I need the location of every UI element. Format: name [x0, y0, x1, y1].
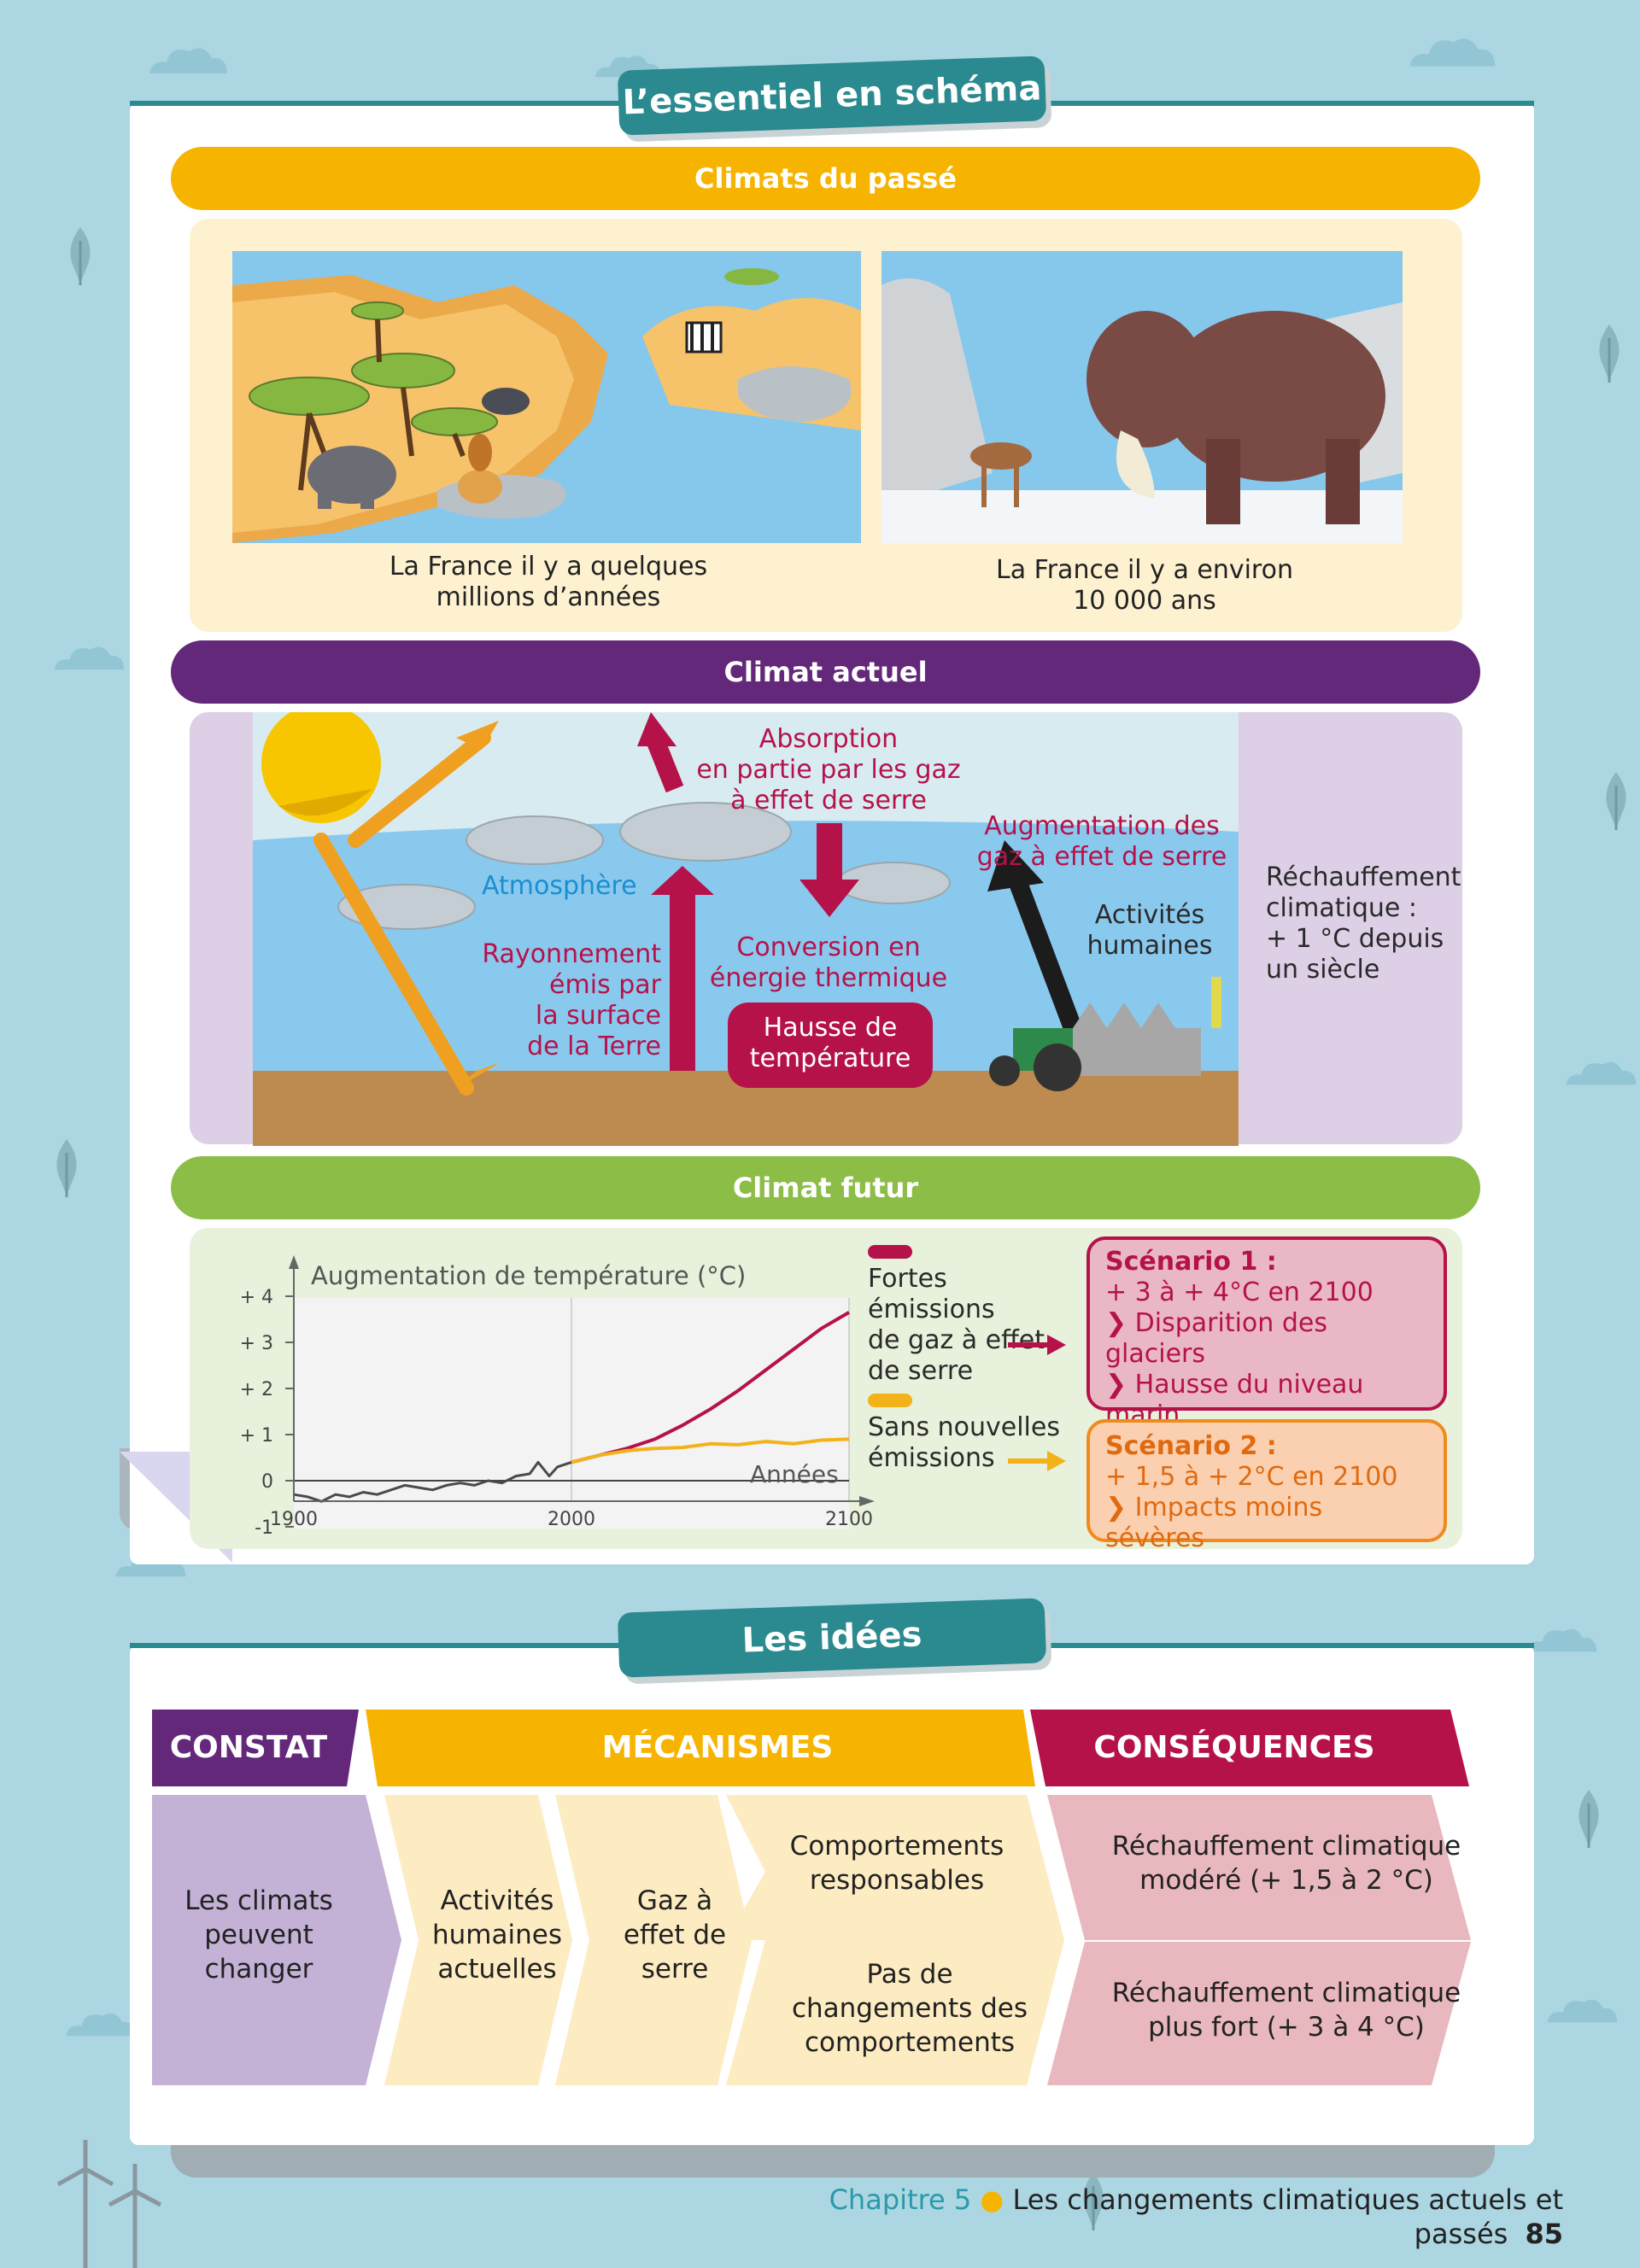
cloud-icon	[1547, 1999, 1618, 2023]
arrow-right-icon	[1008, 1451, 1066, 1471]
tree-icon	[1578, 1790, 1599, 1848]
legend-high-emissions: Fortes émissions de gaz à effet de serre	[868, 1264, 1046, 1386]
y-tick-label: + 2	[240, 1379, 273, 1400]
bullet-dot-icon: ●	[980, 2183, 1004, 2216]
badge-hausse-temperature: Hausse de température	[728, 1002, 933, 1088]
caption-millions-years: La France il y a quelques millions d’ann…	[389, 552, 708, 612]
x-tick-label: 2100	[825, 1509, 873, 1530]
y-tick-label: -1	[255, 1517, 273, 1537]
tree-icon	[1083, 2172, 1104, 2230]
band-climat-actuel: Climat actuel	[171, 640, 1480, 704]
rechauffement-modere-text: Réchauffement climatique modéré (+ 1,5 à…	[1111, 1831, 1461, 1896]
rechauffement-fort-text: Réchauffement climatique plus fort (+ 3 …	[1111, 1978, 1461, 2043]
chart-xlabel: Années	[750, 1460, 839, 1488]
footer: Chapitre 5 ● Les changements climatiques…	[769, 2183, 1563, 2251]
scenario1-title: Scénario 1 :	[1105, 1247, 1277, 1277]
x-tick-label: 1900	[270, 1509, 318, 1530]
chart-xticks: 1900 2000 2100	[270, 1509, 873, 1530]
y-tick-label: + 1	[240, 1425, 273, 1447]
cloud-icon	[66, 2013, 137, 2037]
ideas-flow-diagram	[152, 1710, 1471, 2085]
tree-icon	[1606, 772, 1626, 830]
chapter-label: Chapitre 5	[829, 2183, 972, 2216]
label-absorption: Absorption en partie par les gaz à effet…	[696, 724, 961, 815]
tree-icon	[56, 1139, 77, 1197]
header-consequences: CONSÉQUENCES	[1093, 1730, 1375, 1765]
y-tick-label: + 3	[240, 1333, 273, 1354]
x-tick-label: 2000	[548, 1509, 595, 1530]
label-rayonnement: Rayonnement émis par la surface de la Te…	[482, 939, 661, 1061]
cloud-icon	[54, 646, 125, 670]
chart-yticks: + 4 + 3 + 2 + 1 0 -1	[240, 1287, 294, 1537]
wind-turbine-icon	[56, 2140, 162, 2268]
header-constat: CONSTAT	[169, 1730, 328, 1765]
constat-text: Les climats peuvent changer	[184, 1885, 333, 1984]
header-mecanismes: MÉCANISMES	[601, 1730, 834, 1765]
chart-title: Augmentation de température (°C)	[311, 1261, 746, 1290]
chapter-title: Les changements climatiques actuels et p…	[1012, 2183, 1564, 2250]
legend-no-new-emissions: Sans nouvelles émissions	[868, 1412, 1060, 1473]
comportements-text: Comportements responsables	[789, 1831, 1004, 1896]
cloud-icon	[1566, 1061, 1637, 1085]
legend-swatch-high	[868, 1245, 912, 1259]
legend-swatch-low	[868, 1394, 912, 1407]
band-climats-passe: Climats du passé	[171, 147, 1480, 210]
band-climat-futur: Climat futur	[171, 1156, 1480, 1219]
series-line-2	[571, 1437, 850, 1464]
illustration-ice-age	[882, 251, 1403, 543]
label-conversion: Conversion en énergie thermique	[709, 932, 948, 993]
y-tick-label: 0	[261, 1471, 273, 1493]
scenario2-title: Scénario 2 :	[1105, 1431, 1277, 1461]
page-number: 85	[1525, 2218, 1563, 2250]
illustration-savanna	[232, 251, 861, 543]
chart-series	[293, 1311, 851, 1503]
gaz-effet-serre-text: Gaz à effet de serre	[623, 1885, 727, 1984]
label-rechauffement: Réchauffement climatique : + 1 °C depuis…	[1266, 862, 1461, 985]
chart-grid	[294, 1298, 850, 1501]
cloud-icon	[1409, 38, 1496, 67]
arrow-right-icon	[1008, 1335, 1066, 1355]
scenario1-box: Scénario 1 : + 3 à + 4°C en 2100 ❯ Dispa…	[1086, 1236, 1447, 1461]
label-atmosphere: Atmosphère	[482, 871, 637, 901]
label-activites-humaines: Activités humaines	[1086, 900, 1213, 961]
sun-ray-down	[313, 833, 474, 1096]
pas-changements-text: Pas de changements des comportements	[791, 1959, 1028, 2058]
activites-actuelles-text: Activités humaines actuelles	[432, 1885, 562, 1984]
y-tick-label: + 4	[240, 1287, 273, 1308]
cloud-icon	[149, 48, 227, 73]
temperature-chart: Augmentation de température (°C) Années …	[240, 1255, 875, 1537]
tree-icon	[1599, 324, 1620, 383]
illustration-savanna-right	[642, 268, 861, 430]
cloud-icon	[1526, 1628, 1597, 1652]
series-line-0	[293, 1460, 572, 1503]
tree-icon	[70, 227, 91, 285]
caption-10000-years: La France il y a environ 10 000 ans	[996, 555, 1293, 616]
scenario2-box: Scénario 2 : + 1,5 à + 2°C en 2100 ❯ Imp…	[1086, 1419, 1447, 1553]
label-augmentation-gaz: Augmentation des gaz à effet de serre	[976, 811, 1227, 872]
